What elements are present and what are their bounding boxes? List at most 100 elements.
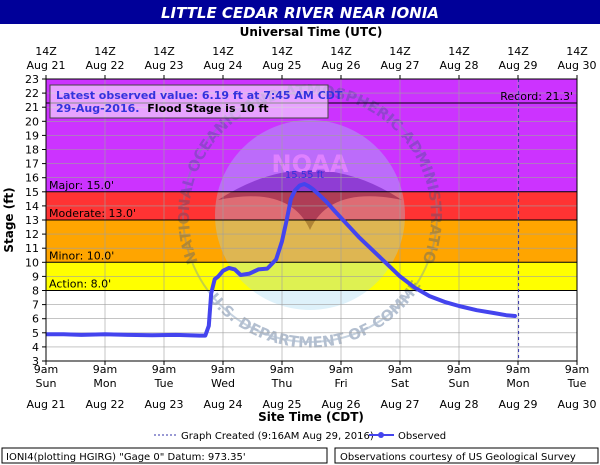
observed-point: [513, 314, 517, 318]
observed-point: [492, 311, 496, 315]
courtesy-text: Observations courtesy of US Geological S…: [340, 452, 576, 463]
observed-point: [280, 239, 284, 243]
top-tick-hour: 14Z: [94, 45, 116, 58]
top-tick-date: Aug 26: [322, 59, 361, 72]
band-minor: [46, 220, 577, 263]
observed-point: [239, 273, 243, 277]
y-tick-label: 5: [32, 327, 39, 340]
y-tick-label: 13: [25, 214, 39, 227]
y-tick-label: 3: [32, 355, 39, 368]
threshold-label: Action: 8.0': [49, 278, 111, 291]
y-tick-label: 14: [25, 200, 39, 213]
y-tick-label: 11: [25, 242, 39, 255]
observed-point: [197, 334, 201, 338]
courtesy-box: [334, 447, 599, 464]
observed-point: [150, 333, 154, 337]
observed-point: [289, 197, 293, 201]
observed-point: [398, 274, 402, 278]
y-tick-label: 12: [25, 228, 39, 241]
observed-point: [298, 183, 302, 188]
top-tick-hour: 14Z: [330, 45, 352, 58]
y-tick-label: 4: [32, 341, 39, 354]
bottom-tick-date: Aug 23: [145, 398, 184, 411]
observed-point: [127, 333, 131, 337]
bottom-tick-time: 9am: [506, 363, 530, 376]
bottom-tick-date: Aug 22: [86, 398, 125, 411]
observed-point: [306, 184, 311, 188]
latest-value-line1: Latest observed value: 6.19 ft at 7:45 A…: [56, 89, 343, 102]
bottom-tick-date: Aug 28: [440, 398, 479, 411]
bottom-tick-dow: Thu: [271, 377, 293, 390]
y-tick-label: 8: [32, 285, 39, 298]
observed-point: [103, 332, 107, 336]
top-tick-date: Aug 24: [204, 59, 243, 72]
bottom-tick-dow: Tue: [154, 377, 174, 390]
y-tick-label: 20: [25, 115, 39, 128]
observed-point: [233, 267, 237, 271]
observed-point: [504, 313, 508, 317]
utc-axis-label: Universal Time (UTC): [240, 25, 383, 39]
y-tick-label: 19: [25, 129, 39, 142]
legend: Graph Created (9:16AM Aug 29, 2016) Obse…: [154, 431, 446, 442]
gauge-info-text: IONI4(plotting HGIRG) "Gage 0" Datum: 97…: [6, 452, 246, 463]
top-tick-hour: 14Z: [35, 45, 57, 58]
top-tick-hour: 14Z: [271, 45, 293, 58]
title-bar: [0, 0, 600, 24]
bottom-tick-time: 9am: [565, 363, 589, 376]
y-tick-label: 18: [25, 144, 39, 157]
site-time-axis-label: Site Time (CDT): [258, 410, 364, 424]
observed-point: [285, 218, 289, 222]
bottom-tick-date: Aug 21: [27, 398, 66, 411]
top-tick-hour: 14Z: [212, 45, 234, 58]
flood-stage-text: Flood Stage is 10 ft: [147, 102, 268, 115]
bottom-tick-time: 9am: [93, 363, 117, 376]
top-tick-date: Aug 27: [381, 59, 420, 72]
bottom-tick-time: 9am: [388, 363, 412, 376]
bottom-tick-dow: Fri: [334, 377, 347, 390]
threshold-label: Moderate: 13.0': [49, 207, 136, 220]
observed-point: [274, 257, 278, 262]
bottom-tick-date: Aug 25: [263, 398, 302, 411]
y-tick-label: 21: [25, 101, 39, 114]
observed-point: [174, 333, 178, 337]
observed-point: [256, 267, 260, 271]
observed-point: [368, 246, 373, 250]
observed-point: [383, 260, 387, 264]
observed-point: [247, 271, 252, 276]
observed-point: [216, 274, 220, 278]
bottom-tick-time: 9am: [270, 363, 294, 376]
y-tick-label: 16: [25, 172, 39, 185]
observed-point: [79, 333, 83, 337]
top-tick-date: Aug 29: [499, 59, 538, 72]
observed-point: [213, 277, 217, 281]
observed-point: [357, 235, 361, 239]
y-tick-label: 6: [32, 313, 39, 326]
observed-point: [427, 294, 432, 298]
top-tick-hour: 14Z: [153, 45, 175, 58]
watermark-seagull: [218, 170, 402, 230]
top-tick-date: Aug 25: [263, 59, 302, 72]
bottom-tick-date: Aug 24: [204, 398, 243, 411]
top-tick-hour: 14Z: [566, 45, 588, 58]
observed-point: [324, 200, 328, 204]
top-tick-date: Aug 21: [27, 59, 66, 72]
bottom-tick-dow: Wed: [211, 377, 235, 390]
legend-observed-marker: [378, 432, 384, 438]
bottom-tick-dow: Mon: [93, 377, 116, 390]
y-tick-label: 9: [32, 270, 39, 283]
bottom-tick-time: 9am: [329, 363, 353, 376]
observed-point: [62, 332, 66, 336]
watermark-center-text: NOAA: [272, 150, 349, 178]
observed-point: [221, 269, 225, 273]
y-axis-label: Stage (ft): [2, 187, 16, 252]
y-tick-label: 23: [25, 73, 39, 86]
latest-value-date: 29-Aug-2016.: [56, 102, 139, 115]
observed-point: [209, 291, 213, 295]
latest-value-line2: 29-Aug-2016. Flood Stage is 10 ft: [56, 102, 269, 115]
observed-point: [227, 266, 231, 270]
bottom-tick-date: Aug 26: [322, 398, 361, 411]
top-tick-hour: 14Z: [507, 45, 529, 58]
bottom-tick-time: 9am: [34, 363, 58, 376]
observed-point: [413, 286, 417, 290]
